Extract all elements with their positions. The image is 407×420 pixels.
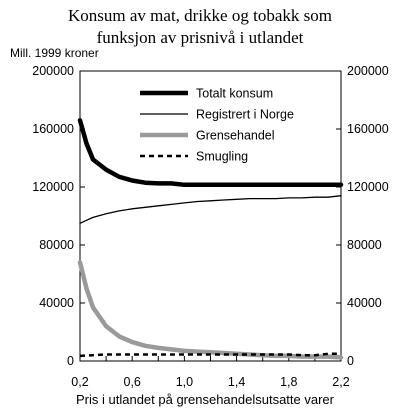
y-tick-label-right: 160000 — [347, 122, 389, 136]
legend-label: Grensehandel — [196, 129, 275, 143]
legend-label: Smugling — [196, 150, 248, 164]
x-tick-label: 2,2 — [332, 375, 349, 389]
y-tick-label-left: 120000 — [32, 180, 74, 194]
x-tick-label: 0,6 — [124, 375, 141, 389]
y-axis-unit-label: Mill. 1999 kroner — [10, 46, 99, 60]
y-tick-label-right: 80000 — [347, 238, 382, 252]
y-tick-label-left: 0 — [67, 354, 74, 368]
series-lines — [77, 118, 344, 360]
legend-label: Totalt konsum — [196, 87, 273, 101]
axis-ticks: 0 0 40000 40000 80000 80000 120000 120000 160000… — [32, 64, 388, 389]
y-tick-label-left: 160000 — [32, 122, 74, 136]
y-tick-label-right: 40000 — [347, 296, 382, 310]
y-tick-label-left: 80000 — [39, 238, 74, 252]
chart-title-line-2: funksjon av prisnivå i utlandet — [97, 28, 304, 47]
legend-label: Registrert i Norge — [196, 108, 294, 122]
y-tick-label-right: 200000 — [347, 64, 389, 78]
legend: Totalt konsum Registrert i Norge Grensehan… — [140, 87, 294, 164]
series-line-totalt-konsum — [77, 118, 344, 188]
x-tick-label: 1,0 — [176, 375, 193, 389]
x-tick-label: 0,2 — [71, 375, 88, 389]
x-tick-label: 1,8 — [280, 375, 297, 389]
series-line-registrert-i-norge — [79, 195, 342, 224]
y-tick-label-left: 200000 — [32, 64, 74, 78]
y-tick-label-right: 0 — [347, 354, 354, 368]
x-tick-label: 1,4 — [228, 375, 245, 389]
x-axis-label: Pris i utlandet på grensehandelsutsatte … — [76, 392, 335, 407]
y-tick-label-left: 40000 — [39, 296, 74, 310]
y-tick-label-right: 120000 — [347, 180, 389, 194]
chart-title-line-1: Konsum av mat, drikke og tobakk som — [68, 6, 332, 25]
series-line-grensehandel — [77, 260, 344, 360]
